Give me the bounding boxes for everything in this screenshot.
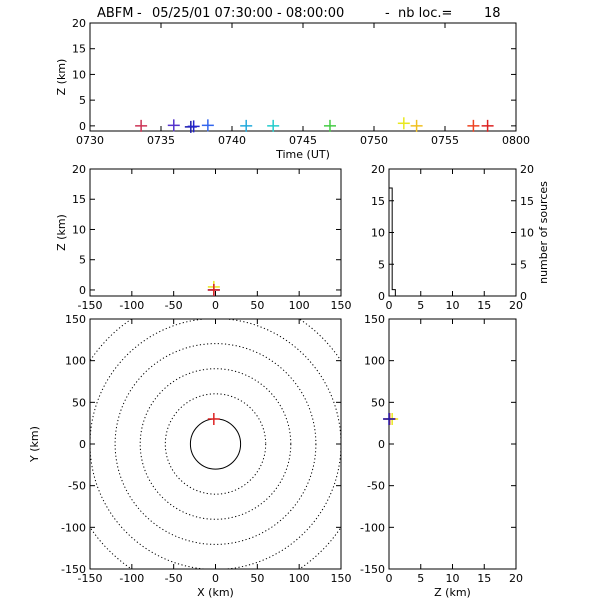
range-ring-120 (114, 343, 317, 545)
y-tick-label: 5 (378, 258, 385, 271)
y-tick-label: 0 (79, 120, 86, 133)
y-tick-label: 100 (65, 355, 86, 368)
plot-frame (388, 168, 517, 297)
x-tick-label: 150 (331, 299, 352, 312)
x-tick-label: 0740 (218, 134, 246, 147)
y-tick-label: -150 (360, 563, 385, 576)
figure-title: ABFM - 05/25/01 07:30:00 - 08:00:00 - nb… (97, 6, 501, 21)
y-tick-label: 150 (65, 313, 86, 326)
x-tick-label: -100 (119, 299, 144, 312)
y-axis-label: number of sources (537, 181, 550, 284)
x-tick-label: 0 (212, 572, 219, 585)
x-axis-label: X (km) (197, 586, 234, 599)
x-tick-label: 150 (331, 572, 352, 585)
x-tick-label: 0800 (502, 134, 530, 147)
title-separator: - (137, 6, 142, 21)
y-tick-label: 15 (72, 193, 86, 206)
y-tick-label: 0 (79, 438, 86, 451)
title-network: ABFM (97, 6, 134, 21)
y-tick-label-right: 15 (520, 195, 534, 208)
y-tick-label-right: 20 (520, 163, 534, 176)
y-tick-label: 15 (371, 195, 385, 208)
title-count-label: nb loc.= (398, 6, 452, 21)
y-tick-label: 20 (371, 163, 385, 176)
x-tick-label: -150 (78, 299, 103, 312)
x-tick-label: 0755 (431, 134, 459, 147)
y-axis-label: Z (km) (55, 59, 68, 96)
y-tick-label: 10 (72, 223, 86, 236)
panel-time-height: 0730 0735 0740 0745 0750 0755 0800 0 5 10 15 20 Time… (55, 17, 530, 161)
y-tick-label: -50 (367, 480, 385, 493)
y-tick-label: 0 (79, 284, 86, 297)
x-tick-label: 100 (289, 572, 310, 585)
panel-x-height: -150 -100 -50 0 50 100 150 0 5 10 15 20 Z (km) (55, 163, 352, 312)
y-axis-label: Z (km) (55, 214, 68, 251)
x-tick-label: 0745 (289, 134, 317, 147)
x-tick-label: 0 (386, 299, 393, 312)
x-tick-label: 5 (417, 572, 424, 585)
title-separator-2: - (385, 6, 390, 21)
y-tick-label: 50 (371, 396, 385, 409)
x-tick-label: 100 (289, 299, 310, 312)
x-tick-label: 5 (417, 299, 424, 312)
y-tick-label: 10 (371, 227, 385, 240)
x-tick-label: 15 (477, 572, 491, 585)
x-tick-label: 10 (446, 572, 460, 585)
y-tick-label: -100 (360, 521, 385, 534)
x-tick-label: 0750 (360, 134, 388, 147)
y-tick-label: 20 (72, 17, 86, 30)
x-tick-label: 0 (386, 572, 393, 585)
y-tick-label-right: 10 (520, 227, 534, 240)
range-ring-60 (164, 393, 267, 495)
x-tick-label: -50 (165, 299, 183, 312)
x-tick-label: 0735 (147, 134, 175, 147)
plot-frame (388, 318, 517, 570)
plot-frame (89, 168, 342, 297)
x-tick-label: 20 (509, 299, 523, 312)
y-tick-label: 5 (79, 254, 86, 267)
range-ring-150 (90, 319, 341, 569)
y-tick-label: 0 (378, 290, 385, 303)
x-tick-label: 0 (212, 299, 219, 312)
y-tick-label-right: 5 (520, 258, 527, 271)
y-tick-label: -150 (61, 563, 86, 576)
x-tick-label: 15 (477, 299, 491, 312)
x-tick-label: -50 (165, 572, 183, 585)
x-tick-label: 10 (446, 299, 460, 312)
y-tick-label: 20 (72, 163, 86, 176)
range-ring-30 (189, 418, 242, 470)
x-tick-label: -150 (78, 572, 103, 585)
x-tick-label: 0730 (76, 134, 104, 147)
y-tick-label: -100 (61, 521, 86, 534)
y-tick-label: -50 (68, 480, 86, 493)
x-axis-label: Z (km) (434, 586, 471, 599)
plot-frame (89, 318, 342, 570)
range-rings (90, 319, 341, 569)
x-tick-label: 50 (250, 572, 264, 585)
panels: 0730 0735 0740 0745 0750 0755 0800 0 5 10 15 20 Time… (28, 17, 550, 599)
y-tick-label: 0 (378, 438, 385, 451)
range-ring-180 (90, 319, 341, 569)
y-axis-label: Y (km) (28, 426, 41, 463)
title-date-range: 05/25/01 07:30:00 - 08:00:00 (152, 6, 344, 21)
y-tick-label: 50 (72, 396, 86, 409)
panel-height-y: 0 5 10 15 20 -150 -100 -50 0 50 100 150 Z (km) (360, 313, 523, 599)
title-count: 18 (484, 6, 501, 21)
y-tick-label: 5 (79, 94, 86, 107)
panel-plan-view: -150 -100 -50 0 50 100 150 -150 -100 -50 0 50 100 150… (28, 313, 352, 599)
y-tick-label: 100 (364, 355, 385, 368)
x-axis-label: Time (UT) (275, 148, 330, 161)
y-tick-label: 150 (364, 313, 385, 326)
histogram-step-line (388, 187, 516, 297)
x-tick-label: 50 (250, 299, 264, 312)
range-ring-90 (139, 368, 292, 520)
x-tick-label: -100 (119, 572, 144, 585)
x-tick-label: 20 (509, 572, 523, 585)
y-tick-label-right: 0 (520, 290, 527, 303)
plot-frame (89, 22, 517, 132)
y-tick-label: 10 (72, 68, 86, 81)
y-tick-label: 15 (72, 43, 86, 56)
